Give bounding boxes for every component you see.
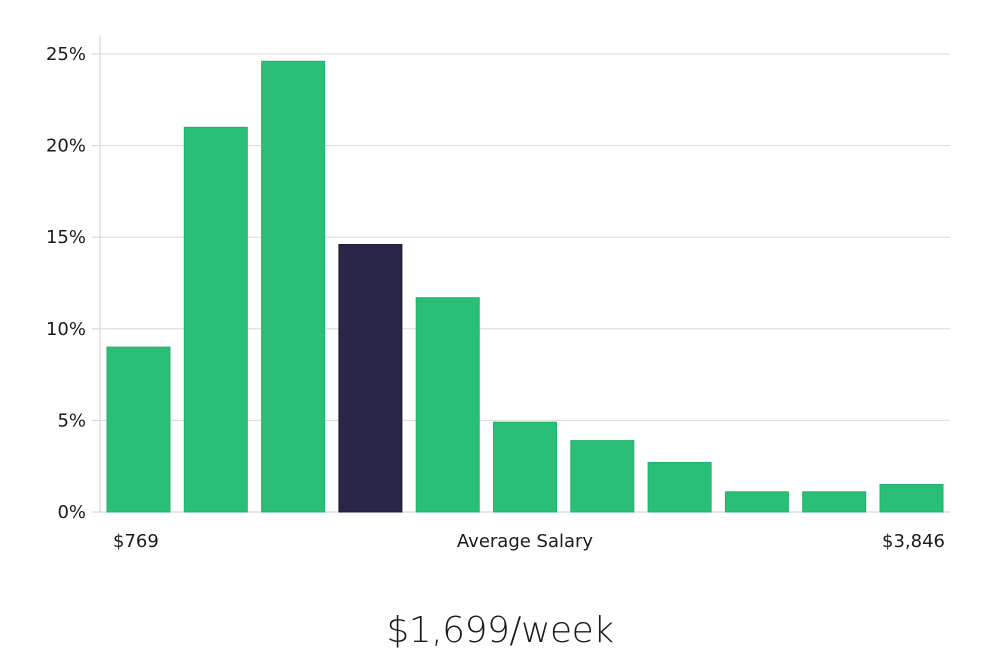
- bar: [106, 346, 171, 513]
- y-tick-label: 15%: [46, 227, 86, 248]
- y-tick-label: 10%: [46, 319, 86, 340]
- y-tick-label: 20%: [46, 136, 86, 157]
- bar: [647, 462, 712, 513]
- bar: [415, 297, 480, 513]
- y-axis-ticks: 0% 5% 10% 15% 20% 25%: [46, 44, 100, 523]
- bar: [493, 421, 557, 513]
- bar: [802, 491, 867, 513]
- x-label-min: $769: [113, 531, 159, 552]
- salary-distribution-chart: 0% 5% 10% 15% 20% 25% $769 Average Salary $3,…: [46, 35, 950, 552]
- bar: [879, 484, 944, 513]
- bar: [261, 60, 326, 513]
- x-label-average-salary: Average Salary: [457, 531, 594, 552]
- y-tick-label: 0%: [57, 502, 86, 523]
- bar: [183, 126, 248, 513]
- bar-average-highlight: [338, 244, 403, 513]
- bars: [106, 60, 944, 513]
- y-tick-label: 5%: [57, 410, 86, 431]
- bar: [724, 491, 789, 513]
- x-label-max: $3,846: [882, 531, 945, 552]
- y-tick-label: 25%: [46, 44, 86, 65]
- bar: [570, 440, 635, 513]
- average-salary-value: $1,699/week: [386, 610, 614, 651]
